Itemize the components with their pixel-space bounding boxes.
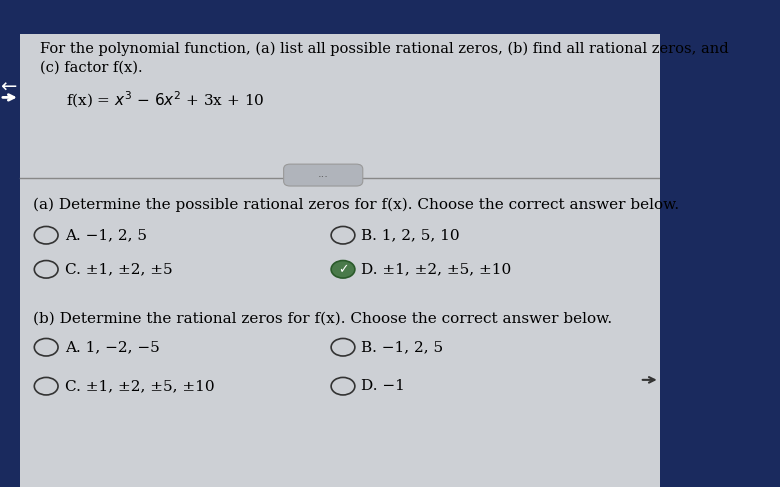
Text: C. ±1, ±2, ±5: C. ±1, ±2, ±5 bbox=[65, 262, 172, 276]
Text: B. 1, 2, 5, 10: B. 1, 2, 5, 10 bbox=[361, 228, 460, 242]
Text: D. ±1, ±2, ±5, ±10: D. ±1, ±2, ±5, ±10 bbox=[361, 262, 512, 276]
FancyBboxPatch shape bbox=[284, 164, 363, 186]
Text: C. ±1, ±2, ±5, ±10: C. ±1, ±2, ±5, ±10 bbox=[65, 379, 214, 393]
Text: (a) Determine the possible rational zeros for f(x). Choose the correct answer be: (a) Determine the possible rational zero… bbox=[33, 197, 679, 212]
FancyBboxPatch shape bbox=[20, 34, 660, 487]
Text: D. −1: D. −1 bbox=[361, 379, 406, 393]
Text: (c) factor f(x).: (c) factor f(x). bbox=[40, 61, 142, 75]
Circle shape bbox=[332, 261, 355, 278]
Text: A. 1, −2, −5: A. 1, −2, −5 bbox=[65, 340, 159, 354]
Text: ...: ... bbox=[317, 169, 328, 179]
Text: B. −1, 2, 5: B. −1, 2, 5 bbox=[361, 340, 444, 354]
Text: ✓: ✓ bbox=[338, 263, 348, 276]
Text: (b) Determine the rational zeros for f(x). Choose the correct answer below.: (b) Determine the rational zeros for f(x… bbox=[33, 312, 612, 326]
FancyBboxPatch shape bbox=[20, 34, 660, 487]
Text: For the polynomial function, (a) list all possible rational zeros, (b) find all : For the polynomial function, (a) list al… bbox=[40, 41, 729, 56]
Text: A. −1, 2, 5: A. −1, 2, 5 bbox=[65, 228, 147, 242]
Text: f(x) = $x^3$ $-$ $6x^2$ + 3x + 10: f(x) = $x^3$ $-$ $6x^2$ + 3x + 10 bbox=[66, 90, 264, 111]
Text: ←: ← bbox=[0, 78, 16, 97]
